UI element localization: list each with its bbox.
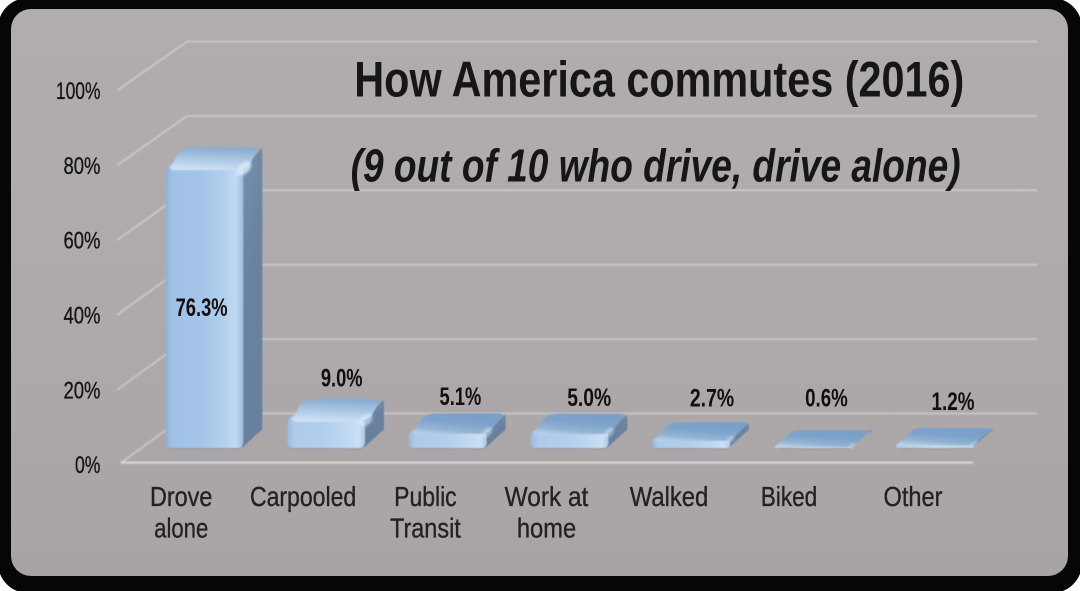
svg-text:0%: 0%	[75, 452, 101, 479]
svg-text:Carpooled: Carpooled	[250, 481, 356, 512]
svg-text:0.6%: 0.6%	[805, 385, 848, 413]
svg-text:5.0%: 5.0%	[567, 384, 611, 412]
svg-text:5.1%: 5.1%	[440, 383, 482, 411]
svg-text:Public: Public	[394, 481, 457, 512]
svg-text:60%: 60%	[64, 228, 101, 255]
svg-text:home: home	[517, 513, 576, 544]
svg-text:How America commutes (2016): How America commutes (2016)	[354, 51, 964, 107]
svg-text:alone: alone	[154, 513, 208, 544]
svg-text:2.7%: 2.7%	[690, 385, 734, 413]
svg-text:Work at: Work at	[505, 481, 589, 512]
svg-text:Drove: Drove	[150, 481, 213, 512]
svg-text:80%: 80%	[64, 153, 101, 180]
svg-text:9.0%: 9.0%	[321, 365, 363, 393]
svg-text:Biked: Biked	[761, 481, 817, 512]
svg-text:(9 out of 10 who drive, drive: (9 out of 10 who drive, drive alone)	[351, 140, 961, 192]
svg-text:Walked: Walked	[630, 481, 709, 512]
svg-text:Other: Other	[884, 481, 943, 512]
svg-text:20%: 20%	[64, 377, 101, 404]
svg-text:Transit: Transit	[390, 513, 461, 544]
svg-text:100%: 100%	[56, 78, 101, 105]
svg-text:76.3%: 76.3%	[176, 294, 228, 322]
svg-text:1.2%: 1.2%	[932, 388, 975, 416]
svg-text:40%: 40%	[64, 303, 101, 330]
